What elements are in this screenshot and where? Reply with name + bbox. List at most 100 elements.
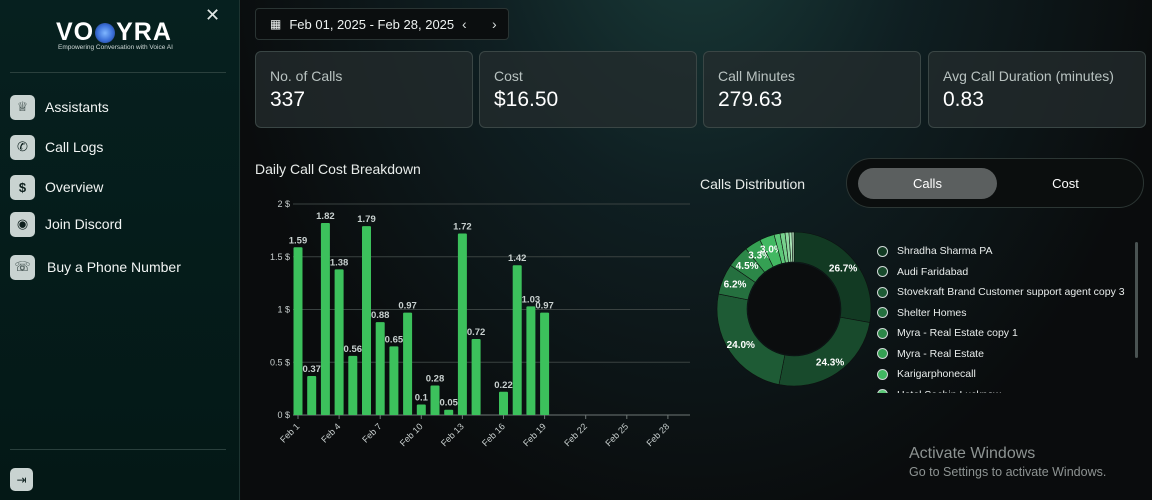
bar[interactable] bbox=[348, 355, 358, 415]
x-tick-label: Feb 22 bbox=[562, 421, 589, 448]
stat-label: Cost bbox=[494, 68, 523, 84]
legend-scrollbar[interactable] bbox=[1135, 242, 1138, 358]
y-tick-label: 2 $ bbox=[277, 199, 290, 209]
sidebar-item-buy-phone-number[interactable]: ☏ Buy a Phone Number bbox=[10, 254, 181, 280]
bar[interactable] bbox=[526, 306, 536, 415]
bar-value-label: 1.03 bbox=[522, 294, 541, 305]
bar[interactable] bbox=[320, 222, 330, 415]
donut-slice[interactable] bbox=[791, 231, 795, 263]
slice-label: 3.0% bbox=[760, 245, 783, 256]
distribution-legend: Shradha Sharma PA Audi Faridabad Stovekraf… bbox=[877, 241, 1127, 393]
bar-value-label: 0.05 bbox=[439, 398, 458, 409]
y-tick-label: 1 $ bbox=[277, 305, 290, 315]
watermark-subtitle: Go to Settings to activate Windows. bbox=[909, 465, 1107, 479]
close-icon[interactable]: ✕ bbox=[205, 5, 221, 25]
sidebar-divider bbox=[10, 72, 226, 73]
tab-calls[interactable]: Calls bbox=[858, 168, 997, 199]
tab-cost[interactable]: Cost bbox=[1052, 176, 1079, 191]
slice-label: 3.3% bbox=[748, 250, 771, 261]
stat-card-avg-duration: Avg Call Duration (minutes) 0.83 bbox=[928, 51, 1146, 128]
stat-card-call-minutes: Call Minutes 279.63 bbox=[703, 51, 921, 128]
bar-value-label: 0.28 bbox=[426, 373, 445, 384]
legend-swatch bbox=[877, 327, 888, 339]
sidebar-item-overview[interactable]: $ Overview bbox=[10, 174, 103, 200]
x-tick-label: Feb 7 bbox=[360, 421, 383, 444]
calls-distribution-donut: 26.7% 24.3% 24.0% 6.2% 4.5%3.3%3.0% bbox=[716, 231, 872, 387]
bar[interactable] bbox=[430, 385, 440, 415]
slice-label: 4.5% bbox=[736, 261, 759, 272]
bar[interactable] bbox=[389, 346, 399, 415]
legend-label: Shelter Homes bbox=[897, 306, 967, 319]
legend-swatch bbox=[877, 245, 888, 257]
sidebar-item-label: Join Discord bbox=[45, 216, 123, 232]
legend-item[interactable]: Hotel Sachin Lucknow bbox=[877, 385, 1127, 393]
bar[interactable] bbox=[403, 312, 413, 415]
slice-label: 24.3% bbox=[816, 357, 844, 368]
legend-label: Myra - Real Estate bbox=[897, 347, 984, 360]
bar[interactable] bbox=[444, 409, 454, 415]
bar[interactable] bbox=[375, 322, 385, 415]
legend-item[interactable]: Shradha Sharma PA bbox=[877, 241, 1127, 262]
phone-plus-icon: ☏ bbox=[10, 254, 35, 280]
bar[interactable] bbox=[293, 247, 303, 415]
brand-name: VO YRA bbox=[56, 18, 172, 47]
legend-item[interactable]: Myra - Real Estate copy 1 bbox=[877, 323, 1127, 344]
legend-swatch bbox=[877, 389, 888, 393]
y-tick-label: 0.5 $ bbox=[270, 357, 290, 367]
bar[interactable] bbox=[334, 269, 344, 415]
bar[interactable] bbox=[457, 233, 467, 415]
x-tick-label: Feb 4 bbox=[319, 421, 342, 444]
stat-card-cost: Cost $16.50 bbox=[479, 51, 697, 128]
legend-swatch bbox=[877, 368, 888, 380]
legend-item[interactable]: Audi Faridabad bbox=[877, 262, 1127, 283]
legend-label: Stovekraft Brand Customer support agent … bbox=[897, 286, 1125, 299]
bar[interactable] bbox=[307, 375, 317, 415]
legend-item[interactable]: Stovekraft Brand Customer support agent … bbox=[877, 282, 1127, 303]
bar[interactable] bbox=[362, 226, 371, 415]
sidebar-item-label: Assistants bbox=[45, 99, 109, 115]
trophy-icon: ♕ bbox=[10, 94, 35, 120]
bar-value-label: 1.82 bbox=[316, 211, 335, 222]
stat-value: $16.50 bbox=[494, 88, 559, 111]
legend-label: Shradha Sharma PA bbox=[897, 245, 993, 258]
brand-tagline: Empowering Conversation with Voice AI bbox=[58, 44, 173, 51]
stat-value: 279.63 bbox=[718, 88, 783, 111]
distribution-toggle: Calls Cost bbox=[846, 158, 1144, 208]
main-content: ▦ Feb 01, 2025 - Feb 28, 2025 ‹ › No. of… bbox=[241, 0, 1152, 500]
legend-item[interactable]: Karigarphonecall bbox=[877, 364, 1127, 385]
brand-name-left: VO bbox=[56, 18, 95, 46]
bar-value-label: 1.72 bbox=[453, 222, 472, 233]
stat-label: Avg Call Duration (minutes) bbox=[943, 68, 1114, 84]
bar-value-label: 0.65 bbox=[385, 334, 404, 345]
bar-value-label: 0.88 bbox=[371, 310, 390, 321]
legend-item[interactable]: Shelter Homes bbox=[877, 303, 1127, 324]
chevron-left-icon[interactable]: ‹ bbox=[462, 16, 467, 32]
sidebar-item-call-logs[interactable]: ✆ Call Logs bbox=[10, 134, 103, 160]
bar-value-label: 1.38 bbox=[330, 257, 349, 268]
legend-swatch bbox=[877, 348, 888, 360]
bar[interactable] bbox=[416, 404, 426, 415]
sidebar-item-join-discord[interactable]: ◉ Join Discord bbox=[10, 211, 122, 237]
date-range-picker[interactable]: ▦ Feb 01, 2025 - Feb 28, 2025 ‹ › bbox=[255, 8, 509, 40]
stat-label: Call Minutes bbox=[718, 68, 796, 84]
slice-label: 24.0% bbox=[727, 340, 755, 351]
logout-icon[interactable]: ⇥ bbox=[10, 468, 33, 491]
bar[interactable] bbox=[540, 312, 550, 415]
legend-label: Karigarphonecall bbox=[897, 368, 976, 381]
brand-logo[interactable]: VO YRA Empowering Conversation with Voic… bbox=[10, 14, 226, 58]
legend-swatch bbox=[877, 266, 888, 278]
sidebar-item-assistants[interactable]: ♕ Assistants bbox=[10, 94, 109, 120]
x-tick-label: Feb 1 bbox=[278, 421, 301, 444]
y-tick-label: 0 $ bbox=[277, 410, 290, 420]
slice-label: 6.2% bbox=[724, 280, 747, 291]
chevron-right-icon[interactable]: › bbox=[492, 16, 497, 32]
legend-item[interactable]: Myra - Real Estate bbox=[877, 344, 1127, 365]
bar[interactable] bbox=[499, 391, 508, 415]
x-tick-label: Feb 28 bbox=[644, 421, 671, 448]
stat-label: No. of Calls bbox=[270, 68, 343, 84]
bar[interactable] bbox=[512, 265, 522, 415]
bar[interactable] bbox=[471, 339, 481, 415]
legend-swatch bbox=[877, 286, 888, 298]
stat-card-calls: No. of Calls 337 bbox=[255, 51, 473, 128]
x-tick-label: Feb 25 bbox=[603, 421, 630, 448]
